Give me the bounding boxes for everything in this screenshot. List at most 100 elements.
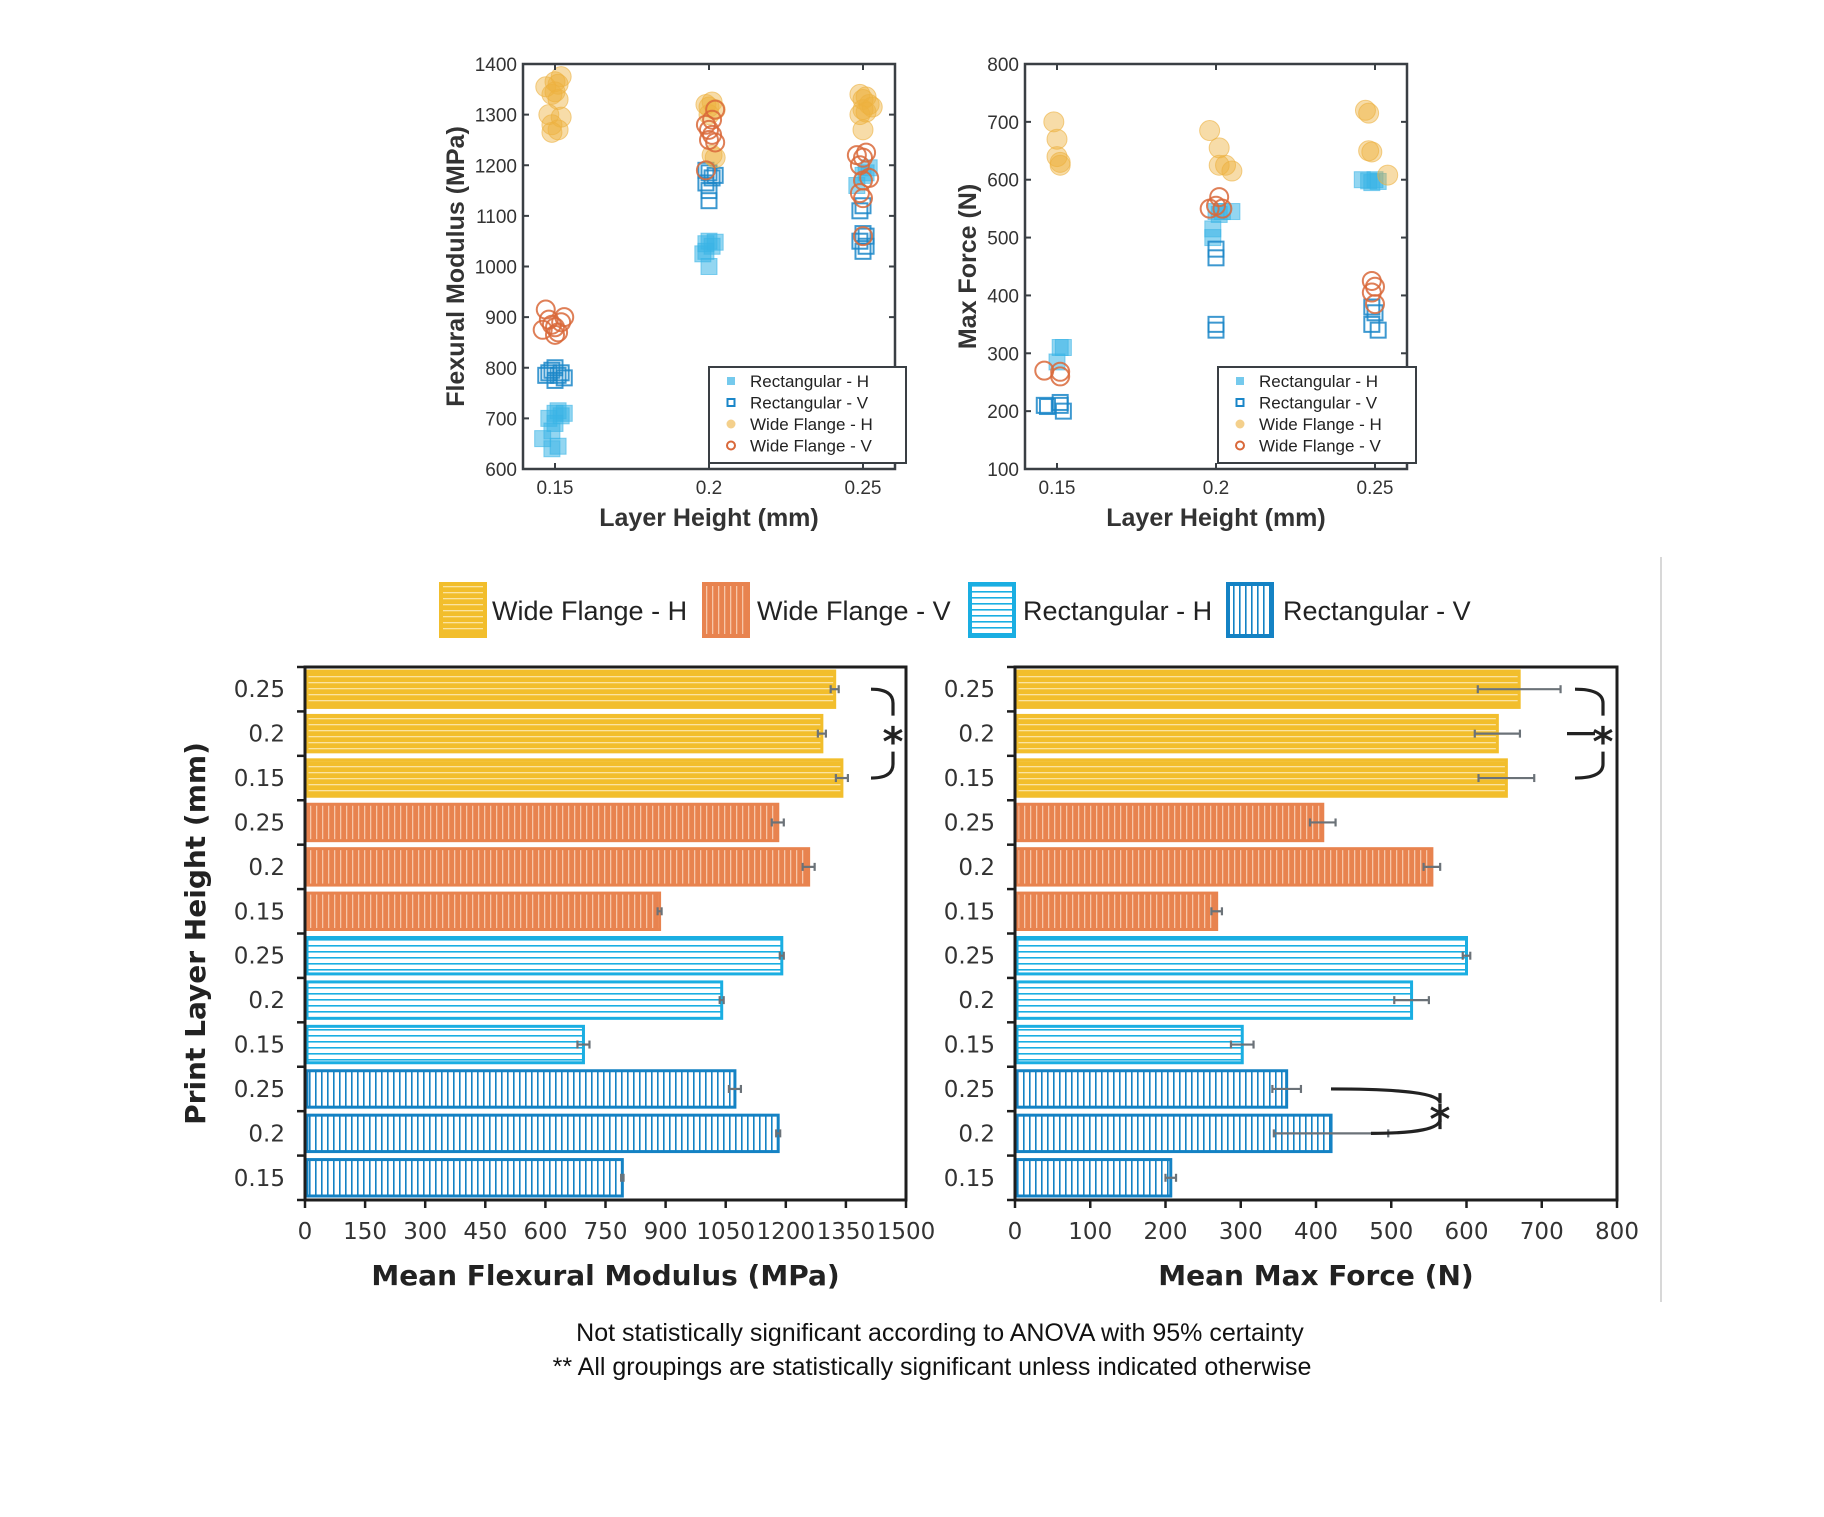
bar-rectangular-v-0_2 <box>305 1113 782 1154</box>
y-tick-label: 1300 <box>475 106 517 127</box>
bar <box>1015 758 1508 798</box>
scatter-marks <box>1034 99 1399 420</box>
data-point <box>1369 321 1387 339</box>
legend-marker-wide-flange-v <box>726 440 736 451</box>
significance-brackets: ** <box>1330 687 1614 1143</box>
y-tick-label: 0.15 <box>944 1166 995 1192</box>
y-tick-label: 0.25 <box>944 1077 995 1103</box>
bar-rectangular-h-0_25 <box>305 936 785 976</box>
x-tick-label: 700 <box>1520 1219 1564 1245</box>
data-point <box>550 106 572 128</box>
y-tick-label: 800 <box>485 359 517 380</box>
bracket-lower <box>1370 1118 1442 1135</box>
data-point <box>1204 229 1222 247</box>
data-point <box>849 183 870 204</box>
data-point <box>705 132 726 153</box>
data-point <box>554 307 575 328</box>
y-tick-label: 600 <box>485 460 517 481</box>
x-tick-label: 0.2 <box>696 478 722 499</box>
bar <box>305 1113 780 1154</box>
legend-label: Rectangular - H <box>750 372 869 391</box>
data-point <box>547 88 569 110</box>
significance-star: * <box>1593 720 1614 766</box>
bar-rectangular-v-0_25 <box>1015 1069 1303 1109</box>
data-point <box>851 232 869 250</box>
bar-wide-flange-h-0_25 <box>1015 669 1562 709</box>
x-tick-label: 750 <box>584 1219 628 1245</box>
y-tick-label: 0.2 <box>248 988 285 1014</box>
data-point <box>1050 366 1071 387</box>
y-tick-label: 0.2 <box>958 1121 995 1147</box>
bar-wide-flange-h-0_2 <box>1015 713 1522 754</box>
x-tick-label: 500 <box>1369 1219 1413 1245</box>
bar-rectangular-v-0_2 <box>1015 1113 1390 1154</box>
x-tick-label: 600 <box>1445 1219 1489 1245</box>
y-tick-label: 0.2 <box>248 1121 285 1147</box>
series-wide-flange-h <box>1043 99 1399 186</box>
legend-marker-rectangular-h <box>727 377 735 385</box>
bar <box>1015 847 1434 887</box>
error-bar <box>834 774 850 783</box>
data-point <box>697 242 715 260</box>
error-bar <box>718 996 725 1005</box>
x-tick-label: 0 <box>1008 1219 1023 1245</box>
y-tick-label: 500 <box>987 229 1019 250</box>
x-tick-label: 1500 <box>877 1219 936 1245</box>
error-bar <box>1271 1084 1303 1093</box>
y-axis-ticks: 600 700 800 900 1000 1100 1200 1300 1400 <box>475 55 895 481</box>
x-tick-label: 600 <box>523 1219 567 1245</box>
data-point <box>700 192 718 210</box>
data-point <box>549 437 567 455</box>
data-point <box>1358 102 1380 124</box>
y-tick-label: 1200 <box>475 156 517 177</box>
series-rectangular-v <box>1035 240 1387 420</box>
footnote-2: ** All groupings are statistically signi… <box>553 1353 1312 1381</box>
bar <box>1015 669 1521 709</box>
legend-label: Rectangular - H <box>1259 372 1378 391</box>
legend-swatch <box>702 582 750 638</box>
bar <box>305 1069 737 1109</box>
y-tick-label: 0.2 <box>248 855 285 881</box>
y-tick-label: 600 <box>987 171 1019 192</box>
bar-rectangular-v-0_15 <box>305 1158 625 1198</box>
y-tick-label: 100 <box>987 460 1019 481</box>
x-tick-label: 0.25 <box>845 478 882 499</box>
x-tick-label: 0 <box>298 1219 313 1245</box>
error-bar <box>1164 1173 1178 1182</box>
bar <box>1015 1024 1244 1065</box>
significance-star: * <box>883 720 904 766</box>
error-bar <box>816 729 827 738</box>
data-point <box>541 121 563 143</box>
data-point <box>1221 160 1243 182</box>
error-bar <box>1473 729 1522 738</box>
legend-label: Wide Flange - V <box>750 437 873 456</box>
error-bar <box>656 907 663 916</box>
significance-bracket <box>1330 1087 1442 1135</box>
data-point <box>853 226 873 247</box>
legend-label: Rectangular - V <box>750 394 869 413</box>
y-tick-label: 800 <box>987 55 1019 76</box>
scatter-plot-max-force: 100 200 300 400 500 600 700 800 0.15 0.2 0.25 Lay… <box>954 55 1417 532</box>
error-bar <box>1393 996 1430 1005</box>
series-wide-flange-v <box>532 99 880 345</box>
significance-bracket <box>870 687 895 780</box>
data-point <box>852 119 874 141</box>
data-point <box>1046 128 1068 150</box>
x-axis-title: Mean Flexural Modulus (MPa) <box>371 1259 839 1292</box>
error-bar <box>576 1040 591 1049</box>
y-tick-label: 200 <box>987 402 1019 423</box>
x-tick-label: 400 <box>1294 1219 1338 1245</box>
legend-swatch <box>968 582 1016 638</box>
y-tick-label: 0.15 <box>944 1033 995 1059</box>
y-tick-label: 0.25 <box>944 677 995 703</box>
bracket-upper <box>1330 1087 1442 1104</box>
legend-marker-rectangular-v <box>1235 398 1245 407</box>
data-point <box>1207 315 1225 333</box>
legend-marker-wide-flange-h <box>1235 419 1245 429</box>
error-bar <box>1476 685 1562 694</box>
bar-rectangular-h-0_15 <box>1015 1024 1255 1065</box>
data-point <box>1365 294 1385 315</box>
data-point <box>1054 402 1072 420</box>
y-tick-label: 300 <box>987 344 1019 365</box>
series-rectangular-v <box>537 161 875 389</box>
